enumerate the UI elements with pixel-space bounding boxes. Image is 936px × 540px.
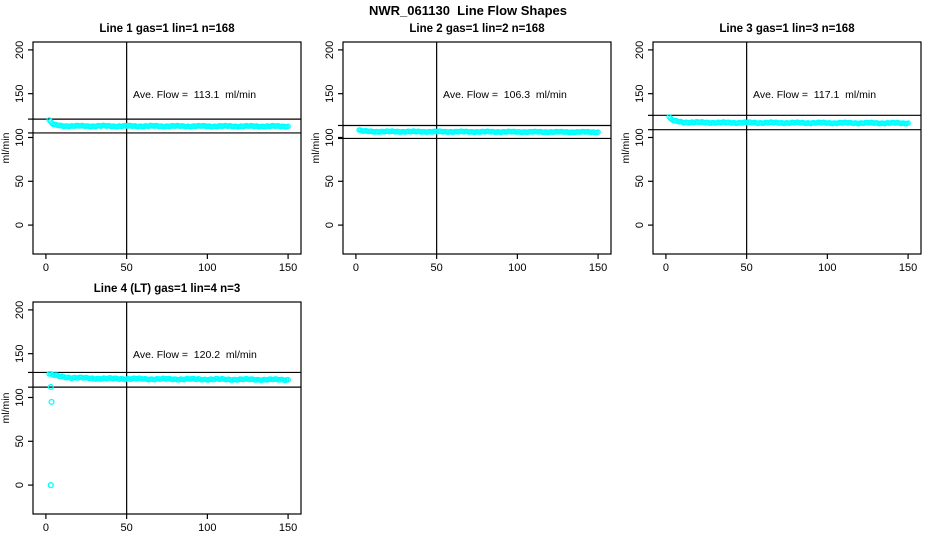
y-tick-label: 200 — [324, 41, 336, 59]
x-tick-label: 50 — [741, 262, 753, 274]
y-tick-label: 100 — [324, 128, 336, 146]
x-tick-label: 100 — [198, 262, 216, 274]
y-tick-label: 150 — [324, 85, 336, 103]
x-tick-label: 0 — [43, 262, 49, 274]
x-tick-label: 150 — [279, 522, 297, 534]
ave-flow-annotation: Ave. Flow = 117.1 ml/min — [753, 89, 877, 101]
data-point — [46, 117, 52, 123]
axis-box — [32, 41, 302, 255]
data-point — [595, 129, 601, 135]
x-tick-label: 150 — [279, 262, 297, 274]
x-tick-label: 100 — [508, 262, 526, 274]
y-tick-label: 0 — [634, 222, 646, 228]
y-tick-label: 150 — [634, 85, 646, 103]
axis-box — [652, 41, 922, 255]
y-tick-label: 150 — [14, 85, 26, 103]
subplot-line-4-title: Line 4 (LT) gas=1 lin=4 n=3 — [93, 283, 241, 295]
subplot-line-3-title: Line 3 gas=1 lin=3 n=168 — [719, 23, 855, 35]
subplot-line-2: Line 2 gas=1 lin=2 n=168 ml/min Ave. Flo… — [310, 20, 622, 275]
y-tick-label: 100 — [14, 128, 26, 146]
subplot-line-2-title: Line 2 gas=1 lin=2 n=168 — [409, 23, 545, 35]
x-tick-label: 100 — [818, 262, 836, 274]
plot-area-line-4: 0 50 100 150 0 50 100 150 200 — [14, 301, 302, 534]
subplot-line-1: Line 1 gas=1 lin=1 n=168 ml/min Ave. Flo… — [0, 20, 312, 275]
y-tick-label: 200 — [14, 41, 26, 59]
x-tick-label: 50 — [121, 522, 133, 534]
y-tick-label: 100 — [634, 128, 646, 146]
plot-area-line-3: 0 50 100 150 0 50 100 150 200 — [634, 41, 922, 274]
ave-flow-annotation: Ave. Flow = 113.1 ml/min — [133, 89, 257, 101]
y-tick-label: 0 — [324, 222, 336, 228]
y-tick-label: 50 — [14, 175, 26, 187]
ave-flow-annotation: Ave. Flow = 120.2 ml/min — [133, 349, 257, 361]
outlier-point — [47, 482, 54, 489]
x-tick-label: 0 — [663, 262, 669, 274]
main-title: NWR_061130 Line Flow Shapes — [369, 3, 567, 18]
y-tick-label: 200 — [634, 41, 646, 59]
x-tick-label: 50 — [121, 262, 133, 274]
subplot-line-3: Line 3 gas=1 lin=3 n=168 ml/min Ave. Flo… — [620, 20, 932, 275]
data-point — [285, 376, 291, 383]
y-tick-label: 0 — [14, 222, 26, 228]
data-point — [905, 120, 911, 126]
y-tick-label: 100 — [14, 388, 26, 406]
plot-area-line-1: 0 50 100 150 0 50 100 150 200 — [14, 41, 302, 274]
outlier-point — [47, 383, 54, 391]
x-tick-label: 50 — [431, 262, 443, 274]
subplot-line-1-title: Line 1 gas=1 lin=1 n=168 — [99, 23, 235, 35]
plot-area-line-2: 0 50 100 150 0 50 100 150 200 — [324, 41, 612, 274]
outlier-point — [48, 398, 55, 405]
x-tick-label: 150 — [899, 262, 917, 274]
data-point — [666, 114, 672, 120]
x-tick-label: 0 — [43, 522, 49, 534]
y-tick-label: 200 — [14, 301, 26, 319]
x-tick-label: 150 — [589, 262, 607, 274]
data-point — [285, 123, 291, 130]
y-tick-label: 50 — [14, 435, 26, 447]
x-tick-label: 0 — [353, 262, 359, 274]
x-tick-label: 100 — [198, 522, 216, 534]
y-tick-label: 150 — [14, 345, 26, 363]
ave-flow-annotation: Ave. Flow = 106.3 ml/min — [443, 89, 567, 101]
axis-box — [342, 41, 612, 255]
subplot-line-4: Line 4 (LT) gas=1 lin=4 n=3 ml/min Ave. … — [0, 280, 312, 535]
y-tick-label: 0 — [14, 482, 26, 488]
y-tick-label: 50 — [324, 175, 336, 187]
axis-box — [32, 301, 302, 515]
y-tick-label: 50 — [634, 175, 646, 187]
